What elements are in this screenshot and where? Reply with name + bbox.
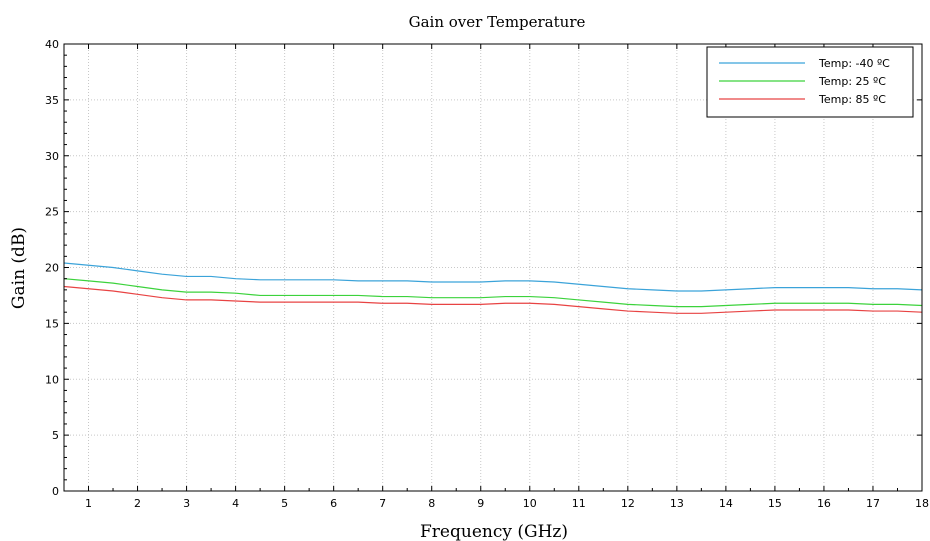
x-tick-label: 16 [817,497,831,510]
legend-box [706,46,914,118]
series-line-1 [63,262,923,292]
chart-title: Gain over Temperature [409,13,586,31]
plot-series [63,262,923,314]
legend-label: Temp: -40 ºC [818,57,890,70]
legend-label: Temp: 25 ºC [818,75,886,88]
x-tick-label: 12 [621,497,635,510]
x-tick-label: 14 [719,497,733,510]
y-tick-label: 20 [45,262,59,275]
legend-label: Temp: 85 ºC [818,93,886,106]
y-tick-label: 0 [52,485,59,498]
y-tick-label: 35 [45,94,59,107]
x-tick-label: 1 [85,497,92,510]
y-tick-label: 40 [45,38,59,51]
x-tick-label: 7 [379,497,386,510]
x-tick-label: 8 [428,497,435,510]
x-tick-label: 11 [572,497,586,510]
x-tick-label: 10 [523,497,537,510]
y-axis-label: Gain (dB) [9,227,29,309]
x-tick-label: 2 [134,497,141,510]
x-tick-label: 5 [281,497,288,510]
y-tick-label: 10 [45,373,59,386]
x-tick-label: 13 [670,497,684,510]
series-line-2 [63,278,923,308]
x-tick-label: 4 [232,497,239,510]
x-tick-label: 17 [866,497,880,510]
y-tick-label: 5 [52,429,59,442]
x-tick-label: 15 [768,497,782,510]
x-axis-label: Frequency (GHz) [420,522,568,541]
legend: Temp: -40 ºC Temp: 25 ºC Temp: 85 ºC [706,46,914,118]
axis-ticks: 1 2 3 4 5 6 7 8 9 10 11 12 13 14 15 16 17 180510152025303… [45,38,929,510]
x-tick-label: 18 [915,497,929,510]
y-tick-label: 25 [45,206,59,219]
x-tick-label: 6 [330,497,337,510]
x-tick-label: 3 [183,497,190,510]
y-tick-label: 30 [45,150,59,163]
x-tick-label: 9 [477,497,484,510]
grid [64,44,923,491]
series-line-3 [63,285,923,314]
y-tick-label: 15 [45,317,59,330]
